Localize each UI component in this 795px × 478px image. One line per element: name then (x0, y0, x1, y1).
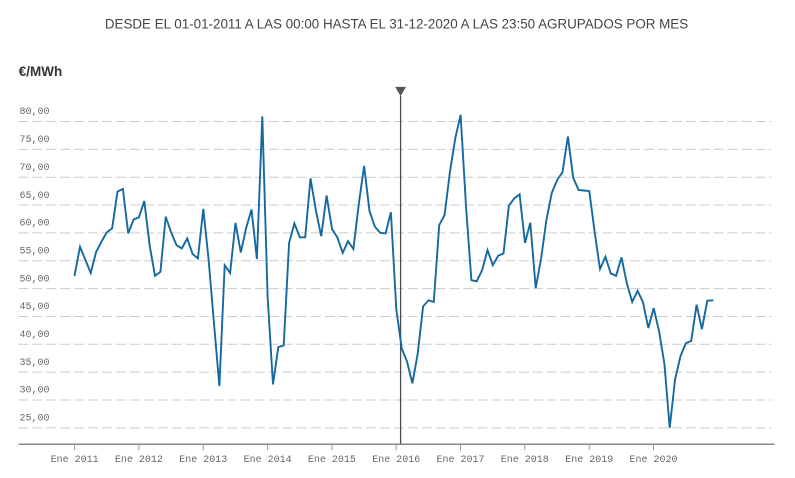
svg-text:55,00: 55,00 (20, 246, 50, 257)
svg-text:Ene 2017: Ene 2017 (436, 455, 484, 466)
svg-text:70,00: 70,00 (20, 163, 50, 174)
svg-text:25,00: 25,00 (20, 414, 50, 425)
svg-text:80,00: 80,00 (20, 107, 50, 118)
svg-text:Ene 2013: Ene 2013 (179, 455, 227, 466)
svg-text:Ene 2014: Ene 2014 (244, 455, 292, 466)
svg-text:Ene 2016: Ene 2016 (372, 455, 420, 466)
svg-text:75,00: 75,00 (20, 135, 50, 146)
svg-text:€/MWh: €/MWh (19, 64, 63, 79)
svg-text:30,00: 30,00 (20, 386, 50, 397)
svg-text:Ene 2015: Ene 2015 (308, 455, 356, 466)
svg-text:50,00: 50,00 (20, 274, 50, 285)
svg-text:45,00: 45,00 (20, 302, 50, 313)
svg-text:DESDE EL 01-01-2011 A LAS 00:0: DESDE EL 01-01-2011 A LAS 00:00 HASTA EL… (105, 17, 688, 32)
svg-text:40,00: 40,00 (20, 330, 50, 341)
svg-text:Ene 2018: Ene 2018 (501, 455, 549, 466)
svg-text:65,00: 65,00 (20, 191, 50, 202)
svg-text:60,00: 60,00 (20, 219, 50, 230)
svg-text:35,00: 35,00 (20, 358, 50, 369)
svg-text:Ene 2020: Ene 2020 (629, 455, 677, 466)
svg-text:Ene 2019: Ene 2019 (565, 455, 613, 466)
svg-text:Ene 2012: Ene 2012 (115, 455, 163, 466)
svg-text:Ene 2011: Ene 2011 (51, 455, 99, 466)
